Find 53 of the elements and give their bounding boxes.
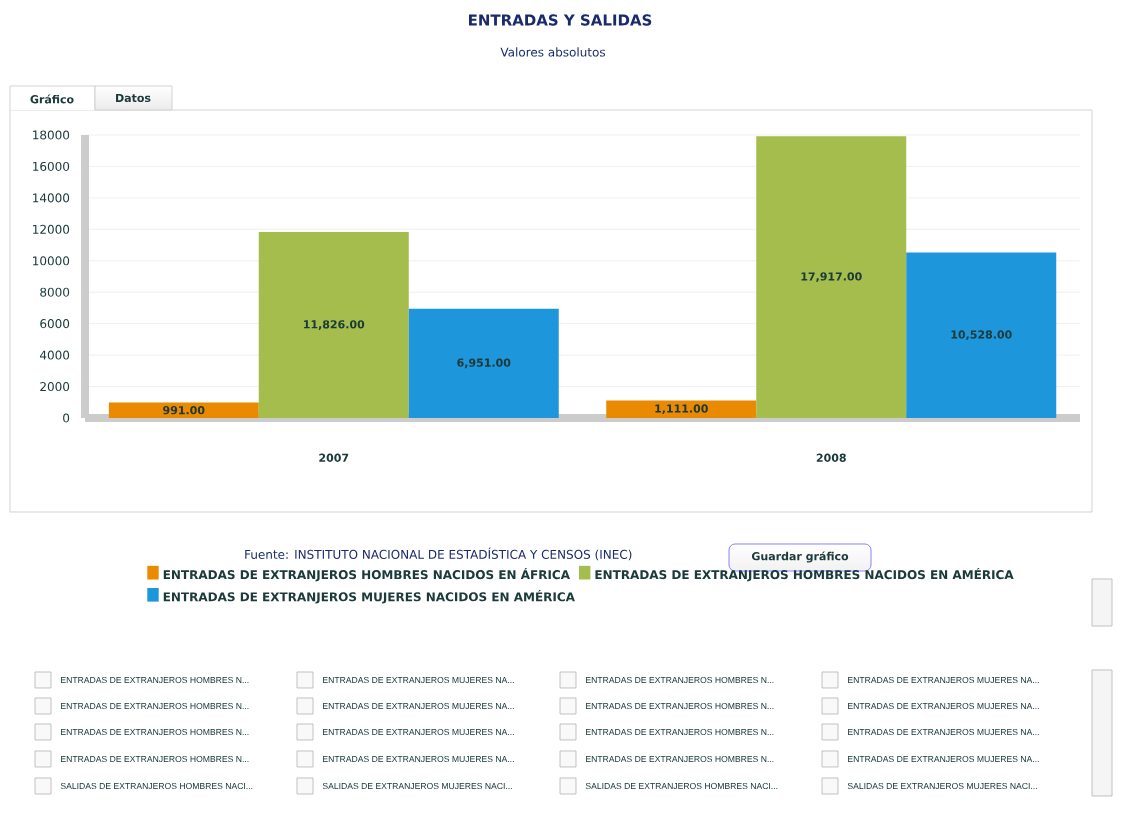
text: ENTRADAS DE EXTRANJEROS MUJERES NA...	[323, 676, 514, 684]
y-tick-label: 10000	[33, 256, 70, 266]
text: ENTRADAS DE EXTRANJEROS MUJERES NA...	[848, 728, 1039, 736]
y-tick-label: 6000	[40, 319, 70, 329]
text: ENTRADAS DE EXTRANJEROS MUJERES NA...	[323, 755, 514, 763]
text: ENTRADAS DE EXTRANJEROS HOMBRES N...	[586, 676, 774, 684]
y-tick-label: 2000	[40, 382, 70, 392]
x-tick-label: 2008	[816, 453, 846, 462]
text: Gráfico	[30, 94, 74, 104]
text: SALIDAS DE EXTRANJEROS MUJERES NACI...	[847, 782, 1037, 790]
bar	[756, 136, 907, 418]
bar	[108, 402, 259, 418]
text: ENTRADAS DE EXTRANJEROS MUJERES NA...	[323, 702, 514, 710]
data-label: 1,111.00	[655, 404, 708, 415]
text: Datos	[116, 93, 151, 103]
x-tick-label: 2007	[319, 453, 349, 462]
y-tick-label: 8000	[40, 287, 70, 297]
text: SALIDAS DE EXTRANJEROS MUJERES NACI...	[322, 782, 512, 790]
bar	[258, 232, 409, 418]
y-tick-label: 18000	[33, 130, 70, 140]
bar	[408, 308, 559, 418]
text: ENTRADAS DE EXTRANJEROS HOMBRES N...	[61, 676, 249, 684]
bar	[906, 252, 1057, 418]
text: ENTRADAS DE EXTRANJEROS MUJERES NA...	[323, 728, 514, 736]
legend-label: ENTRADAS DE EXTRANJEROS MUJERES NACIDOS EN AMÉRICA	[163, 590, 575, 604]
text: ENTRADAS DE EXTRANJEROS HOMBRES N...	[586, 728, 774, 736]
chart-subtitle: Valores absolutos	[500, 47, 606, 57]
text: ENTRADAS DE EXTRANJEROS HOMBRES N...	[61, 702, 249, 710]
text: ENTRADAS DE EXTRANJEROS MUJERES NA...	[848, 676, 1039, 684]
text: SALIDAS DE EXTRANJEROS HOMBRES NACI...	[60, 782, 253, 790]
y-tick-label: 16000	[33, 161, 70, 171]
chart-title: ENTRADAS Y SALIDAS	[469, 14, 652, 26]
text: ENTRADAS DE EXTRANJEROS HOMBRES N...	[586, 755, 774, 763]
text: ENTRADAS DE EXTRANJEROS HOMBRES N...	[61, 728, 249, 736]
bar	[606, 400, 757, 418]
text: SALIDAS DE EXTRANJEROS HOMBRES NACI...	[585, 782, 778, 790]
data-label: 6,951.00	[457, 358, 511, 369]
text: ENTRADAS DE EXTRANJEROS MUJERES NA...	[848, 702, 1039, 710]
y-tick-label: 12000	[33, 224, 70, 234]
data-label: 17,917.00	[801, 272, 862, 283]
text: Guardar gráfico	[751, 551, 849, 563]
data-label: 991.00	[163, 406, 205, 415]
text: ENTRADAS DE EXTRANJEROS HOMBRES N...	[61, 755, 249, 763]
data-label: 10,528.00	[951, 330, 1012, 341]
text: ENTRADAS DE EXTRANJEROS MUJERES NA...	[848, 755, 1039, 763]
legend-label: ENTRADAS DE EXTRANJEROS HOMBRES NACIDOS EN ÁFRICA	[163, 567, 570, 582]
y-tick-label: 0	[63, 413, 70, 423]
y-tick-label: 14000	[33, 193, 70, 203]
text: ENTRADAS DE EXTRANJEROS HOMBRES N...	[586, 702, 774, 710]
source-note: Fuente: INSTITUTO NACIONAL DE ESTADÍSTICA Y CENSOS (INEC)	[245, 547, 632, 561]
data-label: 11,826.00	[304, 320, 365, 330]
legend-label: ENTRADAS DE EXTRANJEROS HOMBRES NACIDOS EN AMÉRICA	[595, 567, 1014, 582]
y-tick-label: 4000	[39, 350, 70, 360]
